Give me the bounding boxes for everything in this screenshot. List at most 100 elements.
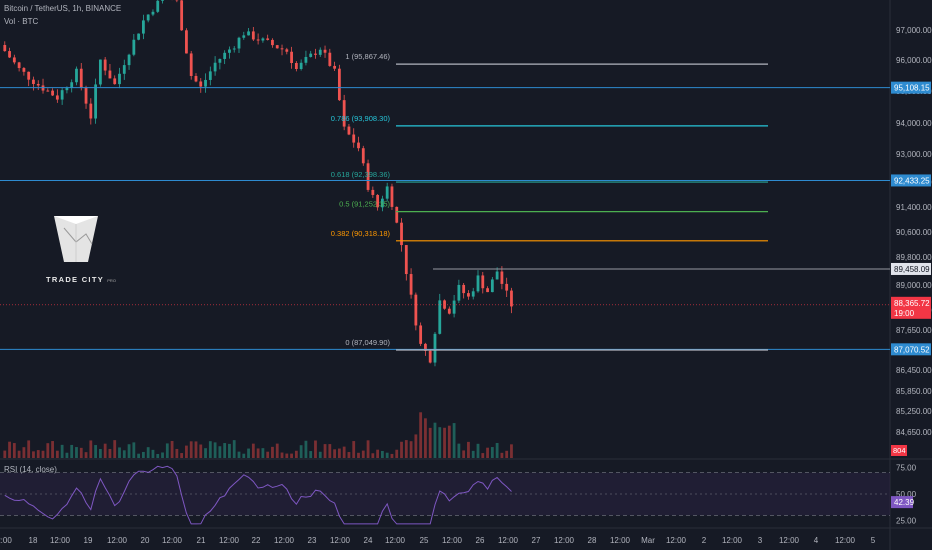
x-tick-label: 12:00	[722, 536, 743, 545]
x-tick-label: 12:00	[50, 536, 71, 545]
candle-body	[400, 222, 403, 246]
candle-body	[510, 290, 513, 307]
candle-body	[505, 283, 509, 291]
volume-bar	[22, 447, 26, 458]
level-price-label: 92,433.25	[894, 176, 930, 185]
volume-bar	[390, 453, 394, 458]
trade-city-logo: TRADE CITY PRO	[46, 210, 116, 284]
level-price-tag	[891, 81, 931, 94]
volume-bar	[127, 444, 131, 458]
candle-body	[65, 87, 69, 91]
candle-body	[232, 48, 236, 50]
volume-bar	[376, 449, 380, 458]
level-price-label: 87,070.52	[894, 345, 930, 354]
volume-bar	[84, 452, 88, 458]
volume-bar	[132, 442, 136, 458]
rsi-tick-label: 50.00	[896, 490, 917, 499]
volume-bar	[161, 452, 164, 458]
x-tick-label: 12:00	[162, 536, 183, 545]
candle-body	[337, 68, 341, 101]
candle-body	[151, 11, 155, 15]
candle-body	[490, 279, 494, 293]
candle-body	[27, 71, 31, 80]
volume-bar	[299, 445, 303, 458]
x-tick-label: 3	[758, 536, 763, 545]
candle-body	[46, 90, 50, 92]
volume-bar	[486, 447, 489, 458]
candle-body	[261, 38, 265, 41]
volume-bar	[443, 427, 446, 458]
candle-body	[476, 275, 480, 292]
candle-body	[481, 275, 485, 289]
candle-body	[462, 284, 466, 294]
x-tick-label: 5	[871, 536, 876, 545]
candle-body	[366, 163, 370, 190]
rsi-tick-label: 75.00	[896, 463, 917, 472]
volume-bar	[294, 450, 298, 458]
volume-bar	[438, 427, 442, 458]
volume-bar	[318, 451, 322, 458]
candle-body	[70, 82, 74, 88]
volume-bar	[89, 440, 93, 458]
candle-body	[314, 53, 317, 55]
volume-bar	[213, 442, 217, 458]
candle-body	[275, 45, 279, 49]
candle-body	[285, 49, 289, 52]
x-tick-label: 2:00	[0, 536, 12, 545]
candle-body	[118, 73, 121, 85]
candle-body	[294, 63, 298, 70]
candle-body	[223, 52, 227, 59]
current-price-tag	[891, 296, 931, 319]
volume-bar	[271, 446, 274, 458]
candle-body	[208, 71, 212, 80]
candle-body	[361, 148, 365, 164]
volume-bar	[481, 453, 485, 458]
fib-level-label: 0.5 (91,252.35)	[339, 200, 390, 209]
candle-body	[55, 95, 59, 100]
volume-bar	[98, 448, 102, 458]
candle-body	[84, 87, 88, 104]
candle-body	[251, 31, 255, 40]
x-tick-label: 12:00	[666, 536, 687, 545]
volume-bar	[385, 452, 389, 458]
volume-bar	[381, 450, 384, 458]
volume-bar	[309, 451, 313, 458]
volume-bar	[333, 449, 336, 458]
candle-body	[132, 39, 136, 55]
x-tick-label: 19	[84, 536, 93, 545]
volume-bar	[447, 425, 451, 458]
candle-body	[323, 49, 327, 53]
volume-bar	[103, 443, 107, 458]
candle-body	[156, 0, 160, 12]
volume-bar	[357, 452, 360, 458]
candle-body	[452, 300, 456, 314]
x-tick-label: 12:00	[779, 536, 800, 545]
volume-bar	[137, 453, 141, 458]
volume-bar	[194, 441, 198, 458]
volume-bar	[108, 448, 112, 458]
volume-bar	[404, 440, 408, 458]
x-tick-label: 12:00	[442, 536, 463, 545]
fib-level-label: 1 (95,867.46)	[345, 52, 390, 61]
candle-body	[414, 294, 418, 326]
level-price-tag	[891, 343, 931, 356]
volume-bar	[424, 418, 427, 458]
candle-body	[32, 79, 35, 84]
volume-bar	[285, 453, 289, 458]
volume-bar	[290, 453, 293, 458]
volume-bar	[70, 444, 74, 458]
volume-bar	[32, 451, 35, 458]
fib-level-label: 0.382 (90,318.18)	[331, 229, 391, 238]
x-tick-label: Mar	[641, 536, 655, 545]
candle-body	[271, 39, 274, 46]
candle-body	[194, 75, 198, 82]
candle-body	[471, 291, 475, 297]
volume-bar	[342, 446, 346, 458]
y-tick-label: 93,000.00	[896, 150, 932, 159]
volume-bar	[8, 441, 11, 458]
x-tick-label: 4	[814, 536, 819, 545]
volume-bar	[242, 453, 246, 458]
rsi-line	[4, 465, 512, 525]
candle-body	[22, 68, 26, 72]
